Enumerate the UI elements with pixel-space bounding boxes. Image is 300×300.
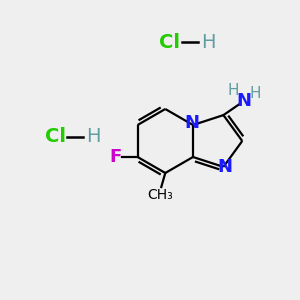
Text: H: H [250, 85, 261, 100]
Text: N: N [184, 114, 200, 132]
Text: N: N [236, 92, 251, 110]
Text: H: H [201, 32, 215, 52]
Text: CH₃: CH₃ [147, 188, 173, 202]
Text: Cl: Cl [44, 128, 65, 146]
Text: F: F [110, 148, 122, 166]
Text: N: N [217, 158, 232, 176]
Text: H: H [86, 128, 100, 146]
Text: H: H [228, 82, 239, 98]
Text: Cl: Cl [160, 32, 181, 52]
